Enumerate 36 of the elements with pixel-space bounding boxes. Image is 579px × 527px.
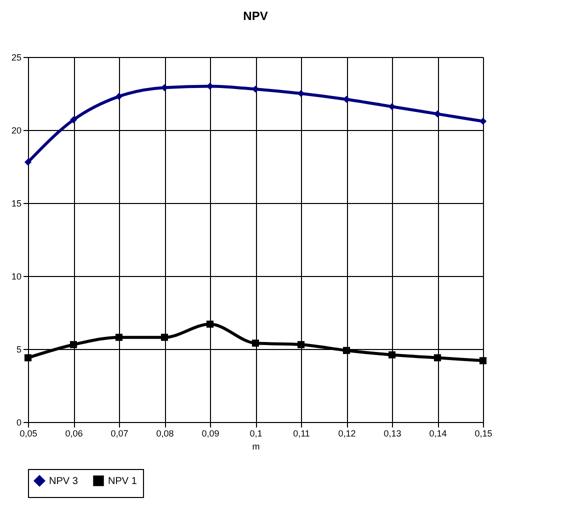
point	[388, 351, 396, 358]
point	[479, 357, 487, 364]
point	[70, 116, 78, 124]
x-tick-label: 0,05	[20, 428, 38, 438]
point	[24, 354, 32, 362]
x-tick-label: 0,1	[250, 428, 262, 438]
y-tick-label: 25	[11, 52, 22, 62]
point	[252, 340, 260, 347]
point	[342, 346, 350, 354]
y-tick-label: 10	[11, 272, 22, 282]
legend-label: NPV 3	[49, 476, 78, 487]
x-tick-label: 0,12	[338, 428, 356, 438]
x-tick-label: 0,13	[384, 428, 402, 438]
x-tick-label: 0,14	[429, 428, 447, 438]
legend-label: NPV 1	[108, 476, 138, 487]
point	[206, 320, 214, 328]
y-tick-label: 5	[16, 344, 22, 354]
y-tick-label: 0	[16, 418, 22, 428]
point	[115, 92, 123, 100]
point	[70, 341, 78, 348]
point	[160, 334, 168, 341]
point	[24, 158, 32, 166]
point	[434, 354, 442, 362]
chart-title: NPV	[243, 9, 268, 23]
x-tick-label: 0,08	[156, 428, 174, 438]
x-tick-label: 0,15	[474, 428, 492, 438]
y-tick-label: 20	[11, 126, 22, 136]
point	[479, 118, 487, 125]
x-tick-label: 0,09	[202, 428, 220, 438]
y-tick-label: 15	[11, 198, 22, 208]
point	[115, 334, 123, 341]
x-tick-label: 0,11	[293, 428, 310, 438]
x-tick-label: 0,07	[110, 428, 128, 438]
point	[297, 341, 305, 348]
x-axis-title: m	[252, 442, 260, 452]
x-tick-label: 0,06	[65, 428, 83, 438]
